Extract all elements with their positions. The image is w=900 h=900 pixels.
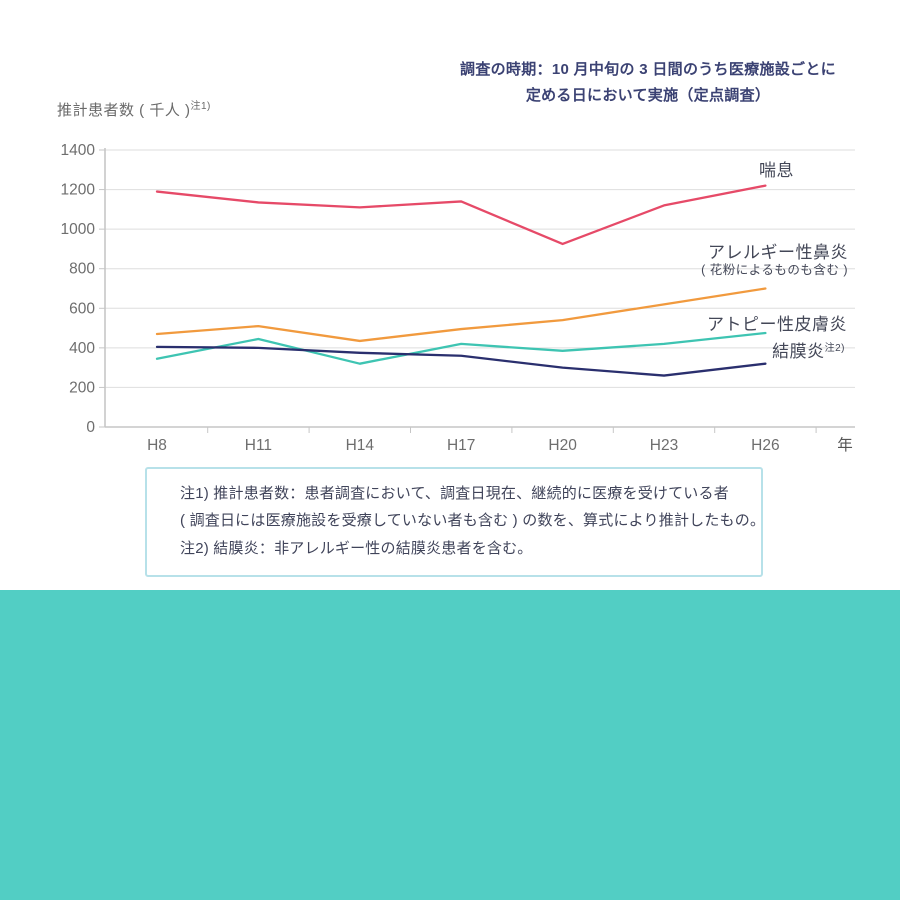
footer-band: Allergies アレルギー疾患 推計患者数の年次推移 アレルギー疾患により医…	[0, 590, 900, 900]
survey-note-line2: 定める日において実施（定点調査）	[525, 87, 771, 105]
series-label-rhinitis-text: アレルギー性鼻炎	[708, 243, 848, 262]
series-label-atopic-dermatitis: アトピー性皮膚炎	[707, 310, 847, 335]
ytick-label-1200: 1200	[61, 182, 96, 199]
ytick-label-0: 0	[86, 419, 95, 436]
footnote-1-line1: 注1) 推計患者数：患者調査において、調査日現在、継続的に医療を受けている者	[180, 485, 729, 502]
series-label-rhinitis-subtext: ( 花粉によるものも含む )	[701, 263, 848, 278]
xtick-label-H17: H17	[447, 437, 475, 454]
series-label-atopic-text: アトピー性皮膚炎	[707, 315, 847, 334]
ytick-label-1400: 1400	[61, 142, 96, 159]
xtick-label-H14: H14	[346, 437, 375, 454]
series-line-3	[155, 345, 767, 377]
ytick-label-400: 400	[69, 340, 95, 357]
xtick-label-H11: H11	[245, 437, 272, 454]
ytick-label-600: 600	[69, 300, 95, 317]
xtick-label-H26: H26	[751, 437, 779, 454]
series-label-asthma: 喘息	[759, 156, 794, 181]
series-label-asthma-text: 喘息	[759, 161, 794, 180]
survey-note-line1: 調査の時期：10 月中旬の 3 日間のうち医療施設ごとに	[460, 61, 836, 78]
survey-timing-note: 調査の時期：10 月中旬の 3 日間のうち医療施設ごとに 定める日において実施（…	[446, 57, 850, 110]
series-label-conjunctivitis-footnote-ref: 注2)	[824, 343, 845, 354]
series-label-conjunctivitis: 結膜炎注2)	[772, 337, 845, 362]
ytick-label-200: 200	[69, 379, 95, 396]
y-axis-title: 推計患者数 ( 千人 )注1)	[57, 97, 211, 120]
footnote-box: 注1) 推計患者数：患者調査において、調査日現在、継続的に医療を受けている者 (…	[145, 467, 766, 577]
ytick-label-1000: 1000	[61, 221, 96, 238]
y-axis-title-footnote-ref: 注1)	[190, 101, 211, 112]
series-label-conjunctivitis-text: 結膜炎	[772, 342, 825, 361]
line-chart: 0 200 400 600 800 1000 1200 1400 H8 H11 H14 H17 H20 H…	[61, 142, 855, 454]
xtick-label-H23: H23	[650, 437, 678, 454]
series-line-1	[155, 287, 767, 343]
series-line-0	[155, 184, 767, 246]
series-line-2	[155, 331, 767, 365]
y-axis-title-text: 推計患者数 ( 千人 )	[57, 102, 191, 119]
x-axis-unit-label: 年	[837, 436, 853, 454]
xtick-label-H8: H8	[147, 437, 167, 454]
footnote-2: 注2) 結膜炎：非アレルギー性の結膜炎患者を含む。	[180, 539, 533, 557]
series-label-rhinitis: アレルギー性鼻炎 ( 花粉によるものも含む )	[701, 243, 848, 278]
xtick-label-H20: H20	[548, 437, 577, 454]
footnote-1-line2: ( 調査日には医療施設を受療していない者も含む ) の数を、算式により推計したも…	[180, 512, 766, 530]
ytick-label-800: 800	[69, 261, 95, 278]
